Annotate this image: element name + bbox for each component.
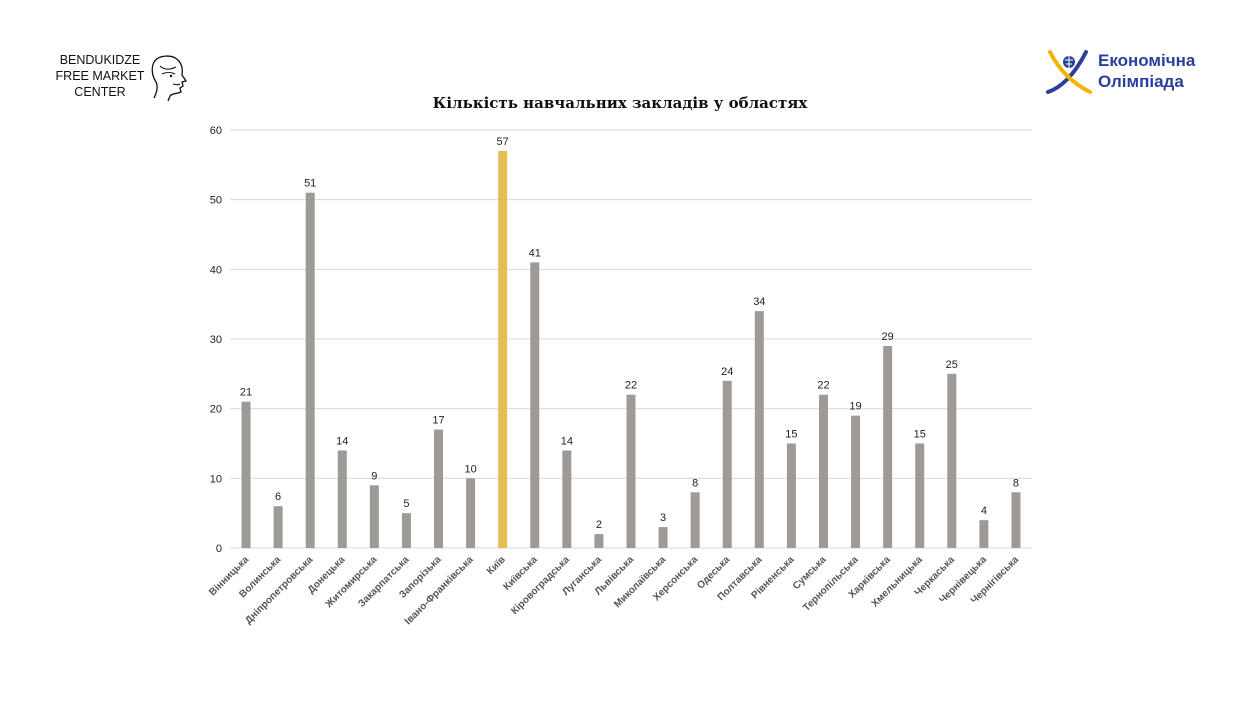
bar: [754, 311, 764, 548]
y-tick-label: 60: [210, 125, 222, 137]
data-label: 9: [371, 470, 377, 482]
x-tick-label: Київ: [485, 554, 508, 577]
data-label: 51: [304, 178, 316, 190]
data-label: 14: [561, 435, 573, 447]
data-label: 22: [817, 380, 829, 392]
data-label: 25: [946, 359, 958, 371]
bar: [979, 520, 989, 548]
profile-portrait-icon: [151, 55, 188, 102]
bendukidze-logo: BENDUKIDZE FREE MARKET CENTER: [50, 52, 192, 104]
bar: [722, 380, 732, 548]
bar: [690, 492, 700, 548]
data-label: 4: [981, 505, 987, 517]
bar: [434, 429, 444, 548]
bar: [401, 513, 411, 548]
data-label: 8: [1013, 477, 1019, 489]
chart-title: Кількість навчальних закладів у областях: [433, 94, 809, 112]
olympiad-name-line-2: Олімпіада: [1098, 72, 1184, 91]
y-tick-label: 10: [210, 473, 222, 485]
bar: [498, 150, 508, 548]
bar: [947, 373, 957, 548]
x-tick-label: Кіровоградська: [509, 554, 572, 617]
data-label: 3: [660, 512, 666, 524]
bar: [337, 450, 347, 548]
bars: [241, 150, 1021, 548]
data-label: 14: [336, 435, 348, 447]
data-label: 5: [403, 498, 409, 510]
data-label: 41: [529, 247, 541, 259]
bar: [626, 394, 636, 548]
y-tick-label: 50: [210, 195, 222, 207]
bar: [786, 443, 796, 548]
data-label: 29: [882, 331, 894, 343]
data-label: 17: [432, 415, 444, 427]
x-tick-label: Тернопільська: [801, 554, 861, 614]
data-label: 22: [625, 380, 637, 392]
data-label: 2: [596, 519, 602, 531]
data-label: 34: [753, 296, 765, 308]
bar: [594, 534, 604, 548]
bar: [241, 401, 251, 548]
data-label: 19: [849, 401, 861, 413]
bar: [305, 192, 315, 548]
data-label: 6: [275, 491, 281, 503]
logo-line-3: CENTER: [74, 85, 126, 99]
bar: [883, 345, 893, 548]
bar: [369, 485, 379, 548]
economic-olympiad-logo: Економічна Олімпіада: [1044, 48, 1224, 98]
data-labels: 2165114951710574114222382434152219291525…: [240, 136, 1019, 531]
x-axis-labels: ВінницькаВолинськаДніпропетровськаДонець…: [207, 554, 1021, 627]
bar: [466, 478, 476, 548]
bar: [562, 450, 572, 548]
data-label: 24: [721, 366, 733, 378]
data-label: 10: [464, 463, 476, 475]
bar: [273, 506, 283, 548]
y-tick-label: 0: [216, 543, 222, 555]
bar: [658, 527, 668, 548]
y-axis-ticks: 0 10 20 30 40 50 60: [210, 125, 222, 555]
bar: [1011, 492, 1021, 548]
logo-line-1: BENDUKIDZE: [59, 53, 141, 67]
data-label: 15: [914, 429, 926, 441]
olympiad-emblem-icon: [1046, 50, 1092, 94]
data-label: 8: [692, 477, 698, 489]
olympiad-name-line-1: Економічна: [1098, 51, 1196, 70]
y-tick-label: 20: [210, 404, 222, 416]
data-label: 57: [497, 136, 509, 148]
data-label: 21: [240, 387, 252, 399]
olympiad-name: Економічна Олімпіада: [1098, 50, 1195, 92]
bar: [530, 262, 540, 548]
bar: [915, 443, 925, 548]
bendukidze-logo-text: BENDUKIDZE FREE MARKET CENTER: [50, 52, 150, 100]
data-label: 15: [785, 429, 797, 441]
bar: [851, 415, 861, 548]
y-tick-label: 30: [210, 334, 222, 346]
bar: [818, 394, 828, 548]
y-tick-label: 40: [210, 264, 222, 276]
logo-line-2: FREE MARKET: [55, 69, 145, 83]
